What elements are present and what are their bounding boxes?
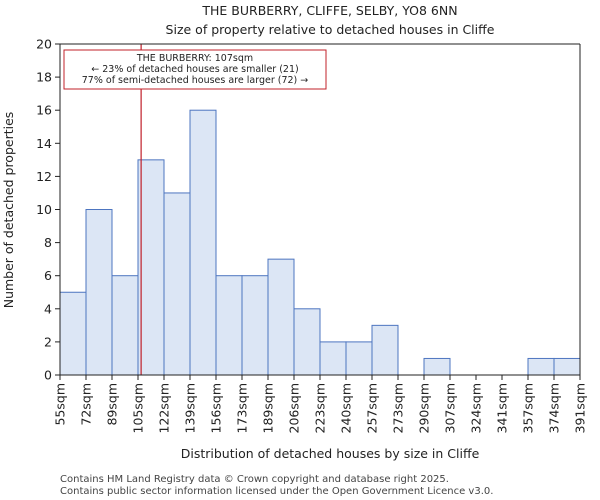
- annotation-border: [63, 49, 327, 90]
- x-tick-label: 240sqm: [339, 383, 354, 433]
- bar-189sqm: [267, 258, 295, 376]
- y-tick-label: 2: [44, 334, 52, 349]
- x-axis-label: Distribution of detached houses by size …: [181, 446, 480, 461]
- x-tick-label: 223sqm: [313, 383, 328, 433]
- x-tick-label: 122sqm: [157, 383, 172, 433]
- x-tick-label: 357sqm: [521, 383, 536, 433]
- footer-line-2: Contains public sector information licen…: [60, 486, 493, 497]
- x-tick-label: 139sqm: [183, 383, 198, 433]
- y-tick-label: 16: [36, 103, 52, 118]
- bar-156sqm: [215, 275, 243, 376]
- x-tick-label: 189sqm: [261, 383, 276, 433]
- bar-206sqm: [293, 308, 321, 376]
- x-tick-label: 290sqm: [417, 383, 432, 433]
- bar-55sqm: [59, 291, 87, 376]
- y-tick-label: 18: [36, 70, 52, 85]
- bar-357sqm: [527, 357, 555, 376]
- annotation-line-2: ← 23% of detached houses are smaller (21…: [91, 64, 298, 75]
- bar-105sqm: [137, 159, 165, 376]
- bar-257sqm: [371, 324, 399, 376]
- x-tick-label: 55sqm: [53, 383, 68, 426]
- x-tick-label: 307sqm: [443, 383, 458, 433]
- chart-subtitle: Size of property relative to detached ho…: [166, 22, 495, 37]
- x-tick-label: 156sqm: [209, 383, 224, 433]
- x-tick-label: 391sqm: [573, 383, 588, 433]
- annotation-box: THE BURBERRY: 107sqm ← 23% of detached h…: [63, 49, 327, 90]
- annotation-line-1: THE BURBERRY: 107sqm: [136, 53, 253, 64]
- x-axis-ticks: 55sqm 72sqm 89sqm 105sqm 122sqm 139sqm 156sqm 1…: [53, 375, 588, 433]
- x-tick-label: 173sqm: [235, 383, 250, 433]
- bar-173sqm: [241, 275, 269, 376]
- annotation-line-3: 77% of semi-detached houses are larger (…: [82, 75, 309, 86]
- y-tick-label: 0: [44, 368, 52, 383]
- y-tick-label: 6: [44, 268, 52, 283]
- x-tick-label: 257sqm: [365, 383, 380, 433]
- bar-72sqm: [85, 209, 113, 376]
- bar-374sqm: [553, 357, 581, 376]
- x-tick-label: 72sqm: [79, 383, 94, 426]
- y-tick-label: 14: [36, 136, 52, 151]
- bar-122sqm: [163, 192, 191, 376]
- chart-title: THE BURBERRY, CLIFFE, SELBY, YO8 6NN: [201, 3, 457, 18]
- bars-group: [59, 109, 581, 376]
- y-tick-label: 10: [36, 202, 52, 217]
- x-tick-label: 206sqm: [287, 383, 302, 433]
- y-tick-label: 12: [36, 169, 52, 184]
- x-tick-label: 374sqm: [547, 383, 562, 433]
- x-tick-label: 89sqm: [105, 383, 120, 426]
- x-tick-label: 341sqm: [495, 383, 510, 433]
- y-axis-ticks: 0 2 4 6 8 10 12 14 16 18 20: [36, 37, 60, 383]
- bar-240sqm: [345, 341, 373, 376]
- bar-223sqm: [319, 341, 347, 376]
- x-tick-label: 273sqm: [391, 383, 406, 433]
- x-tick-label: 324sqm: [469, 383, 484, 433]
- y-tick-label: 4: [44, 301, 52, 316]
- bar-89sqm: [111, 275, 139, 376]
- y-axis-label: Number of detached properties: [1, 112, 16, 309]
- y-tick-label: 20: [36, 37, 52, 52]
- x-tick-label: 105sqm: [131, 383, 146, 433]
- bar-290sqm: [423, 357, 451, 376]
- bar-139sqm: [189, 109, 217, 376]
- footer-line-1: Contains HM Land Registry data © Crown c…: [60, 474, 449, 485]
- y-tick-label: 8: [44, 235, 52, 250]
